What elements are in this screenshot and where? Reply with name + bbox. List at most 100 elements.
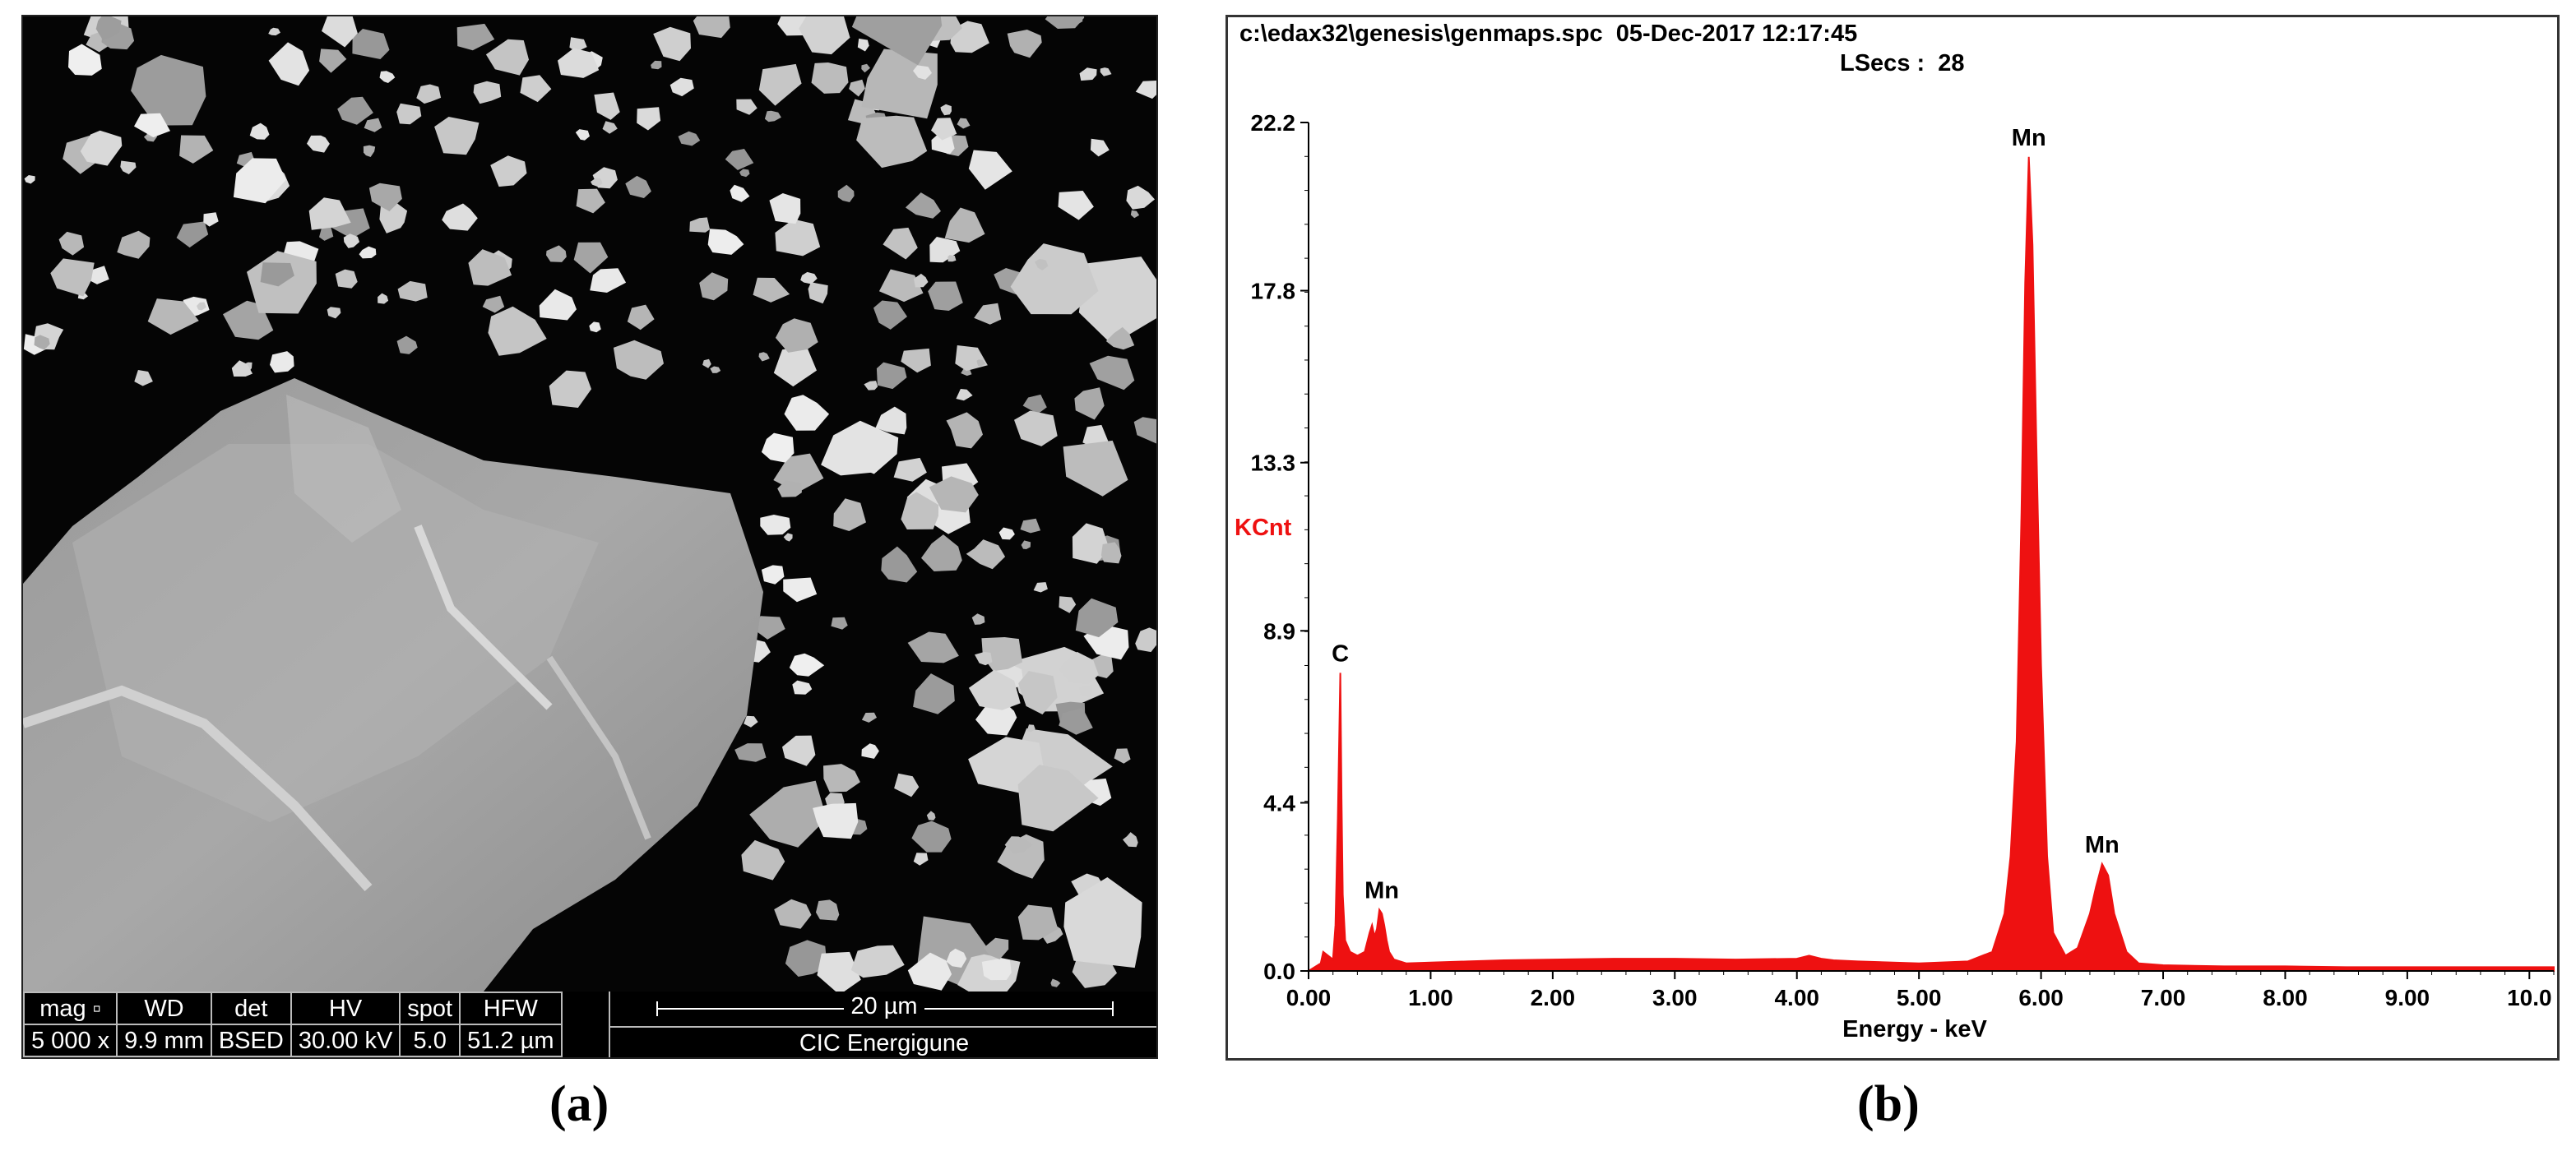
sem-particle (1105, 326, 1135, 350)
sem-particle (268, 42, 310, 86)
sem-particle (359, 246, 377, 259)
sem-particle (625, 175, 651, 198)
value-det: BSED (210, 1024, 292, 1057)
sem-particle (1059, 651, 1099, 685)
scale-bar-area: 20 µm CIC Energigune (609, 992, 1156, 1057)
sem-particle (849, 79, 865, 97)
sem-particle (179, 135, 214, 164)
sem-particle (1090, 138, 1110, 157)
sem-particle (837, 184, 855, 202)
sem-particle (816, 899, 840, 921)
sem-particle (929, 476, 979, 513)
sem-particle (678, 131, 701, 146)
sem-particle (1059, 596, 1077, 613)
sem-particle (558, 48, 600, 78)
sem-particle (758, 352, 770, 362)
x-tick-label: 10.0 (2507, 985, 2552, 1010)
sem-particle (613, 340, 664, 380)
sem-particle (940, 104, 952, 116)
sem-particle (95, 16, 122, 40)
sem-particle (800, 271, 818, 284)
x-tick-label: 6.00 (2018, 985, 2064, 1010)
sem-particle (1063, 440, 1128, 497)
sem-particle (1133, 417, 1156, 444)
sem-particle (913, 853, 929, 866)
sem-particle (966, 539, 1006, 570)
sem-particle (442, 203, 478, 231)
sem-particle (416, 84, 442, 104)
header-mag: mag ▫ (23, 992, 118, 1025)
sem-particle (379, 203, 408, 233)
sem-particle (725, 149, 754, 170)
sem-particle (947, 255, 957, 262)
header-spot: spot (399, 992, 461, 1025)
sem-particle (197, 302, 206, 311)
sem-particle (783, 533, 793, 542)
sem-particle (784, 395, 830, 431)
sem-particle (520, 75, 552, 103)
sem-particle (120, 160, 137, 174)
sem-particle (1126, 185, 1155, 210)
sem-particle (352, 29, 390, 59)
x-tick-label: 1.00 (1408, 985, 1453, 1010)
sem-particle (901, 348, 931, 373)
sem-particle (944, 207, 985, 243)
header-hfw: HFW (459, 992, 563, 1025)
sem-particle (1100, 67, 1112, 76)
sem-particle (753, 277, 790, 303)
sem-particle (783, 577, 818, 603)
sem-particle (1004, 836, 1033, 854)
scale-bar-tick-right (1112, 1001, 1114, 1016)
sem-particle (974, 303, 1002, 325)
sem-particle (1050, 978, 1061, 987)
sem-particle (968, 150, 1012, 190)
sem-particle (327, 307, 341, 319)
sem-particle (364, 118, 382, 132)
peak-label-mn-3: Mn (2085, 832, 2120, 858)
sem-particle (1058, 191, 1094, 220)
sem-particle (473, 81, 502, 104)
sem-particle (319, 227, 334, 241)
sem-particle (233, 158, 286, 204)
sem-particle (575, 129, 590, 141)
sem-particle (485, 39, 529, 76)
sem-particle (653, 26, 691, 62)
scale-bar-label: 20 µm (844, 993, 924, 1019)
sem-particle (1045, 16, 1085, 29)
peak-label-mn-1: Mn (1364, 878, 1399, 904)
sem-particle (926, 811, 936, 820)
sem-particle (378, 293, 389, 304)
sem-particle (1018, 671, 1058, 714)
sem-particle (24, 175, 35, 184)
spectrum-file-path: c:\edax32\genesis\genmaps.spc (1239, 21, 1603, 47)
sem-particle (176, 221, 209, 248)
peak-label-c-0: C (1332, 640, 1349, 667)
x-tick-label: 3.00 (1652, 985, 1698, 1010)
sem-particle (753, 616, 785, 640)
sem-particle (851, 16, 943, 66)
sem-particle (488, 306, 547, 356)
lsecs-value: 28 (1938, 50, 1965, 76)
sem-particle (857, 38, 869, 52)
sem-particle (761, 432, 795, 463)
sem-particle (1026, 724, 1035, 733)
sem-particle (1007, 30, 1042, 58)
sem-particle (50, 258, 95, 297)
y-tick-label: 4.4 (1263, 790, 1295, 816)
sem-particle (758, 63, 802, 106)
sem-info-bar: mag ▫ WD det HV spot HFW 5 000 x 9.9 mm … (23, 992, 1156, 1057)
sem-particle (878, 269, 924, 303)
panel-label-b: (b) (1857, 1076, 1920, 1132)
x-tick-label: 8.00 (2263, 985, 2308, 1010)
sem-particle (861, 63, 870, 73)
sem-particle (396, 335, 418, 354)
sem-particle (651, 60, 662, 70)
sem-particle (68, 44, 102, 76)
spectrum-series-0 (1305, 156, 2555, 972)
sem-particle (730, 184, 750, 202)
sem-particle (981, 958, 1012, 981)
sem-parameter-values: 5 000 x 9.9 mm BSED 30.00 kV 5.0 51.2 µm (23, 1024, 563, 1057)
y-tick-label: 8.9 (1263, 618, 1295, 644)
sem-particle (789, 653, 825, 677)
sem-particle (319, 49, 347, 73)
